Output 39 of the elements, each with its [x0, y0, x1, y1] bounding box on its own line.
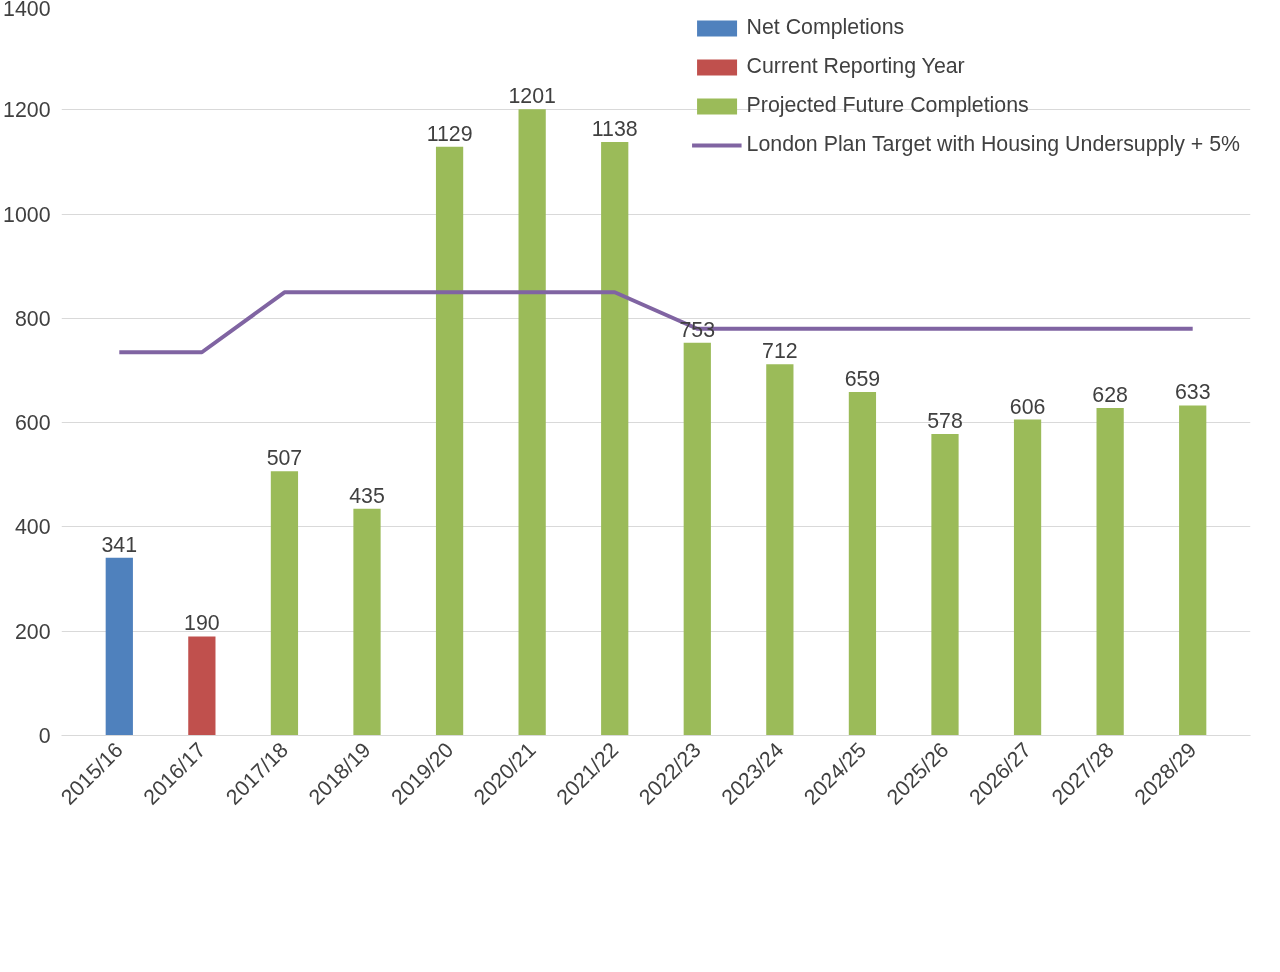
legend-label: London Plan Target with Housing Undersupply + 5%: [746, 132, 1240, 157]
y-tick-label: 800: [14, 306, 51, 331]
data-label: 435: [349, 483, 385, 508]
data-label: 1138: [591, 117, 638, 142]
bar: [931, 434, 959, 736]
bar: [188, 636, 216, 736]
y-tick-label: 1000: [3, 202, 51, 227]
y-tick-label: 0: [38, 724, 51, 748]
bar: [766, 364, 794, 736]
legend-label: Projected Future Completions: [746, 93, 1029, 118]
data-label: 606: [1009, 394, 1046, 419]
bar: [1179, 405, 1207, 736]
y-tick-label: 1200: [3, 98, 51, 123]
bar: [1096, 408, 1124, 736]
bar: [683, 342, 711, 736]
y-tick-label: 400: [14, 515, 51, 540]
data-label: 1129: [426, 121, 473, 146]
data-label: 628: [1092, 383, 1128, 408]
data-label: 507: [266, 446, 303, 471]
bar: [353, 508, 381, 736]
bar: [270, 471, 299, 736]
data-label: 190: [184, 611, 220, 636]
bar: [848, 391, 877, 736]
bar: [435, 146, 464, 736]
y-tick-label: 600: [14, 411, 51, 436]
legend-label: Current Reporting Year: [746, 54, 965, 79]
data-label: 341: [101, 532, 138, 557]
bar: [1013, 419, 1042, 736]
data-label: 712: [762, 339, 798, 364]
bar: [601, 142, 629, 736]
data-label: 578: [927, 409, 963, 434]
y-tick-label: 200: [14, 619, 51, 644]
data-label: 659: [844, 366, 881, 391]
legend-label: Net Completions: [746, 15, 905, 40]
y-tick-label: 1400: [3, 0, 51, 21]
data-label: 633: [1174, 380, 1211, 405]
data-label: 1201: [508, 84, 556, 109]
bar: [105, 557, 133, 736]
bar: [518, 109, 546, 736]
